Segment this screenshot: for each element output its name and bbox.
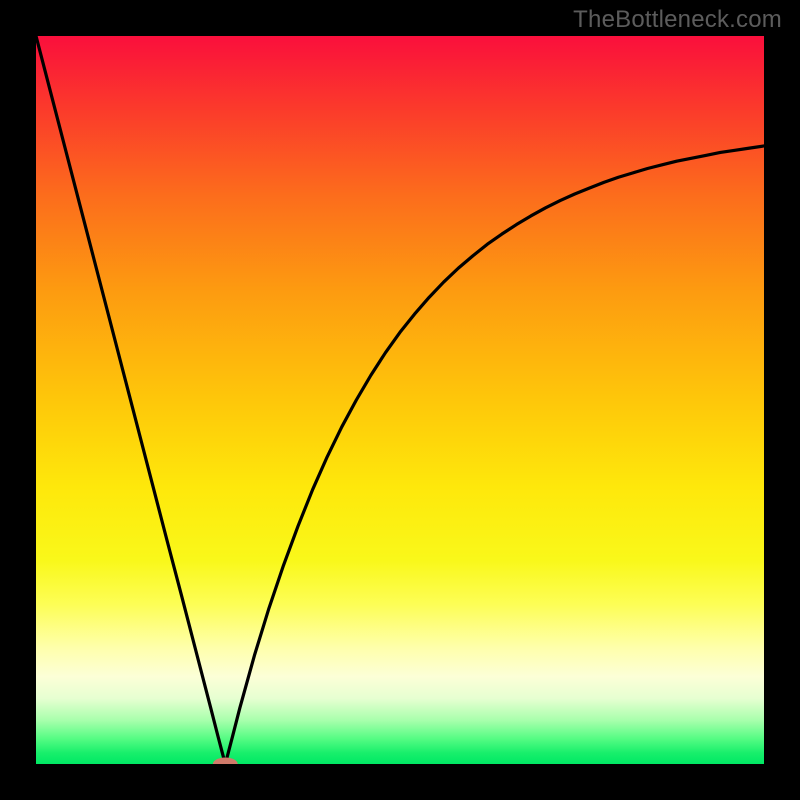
watermark-label: TheBottleneck.com xyxy=(573,6,782,34)
v-curve-chart xyxy=(0,0,800,800)
chart-plot-area xyxy=(36,36,764,764)
chart-container: TheBottleneck.com xyxy=(0,0,800,800)
